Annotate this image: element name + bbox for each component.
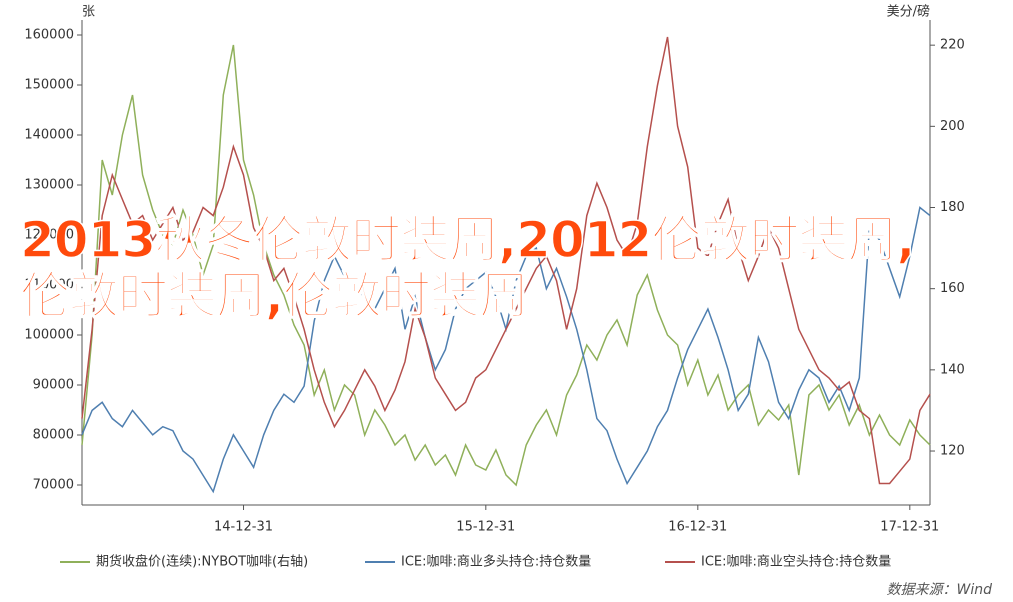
- y2-tick-label: 120: [940, 444, 965, 459]
- y2-tick-label: 220: [940, 38, 965, 53]
- y-tick-label: 130000: [24, 178, 74, 193]
- y2-tick-label: 160: [940, 281, 965, 296]
- y2-tick-label: 200: [940, 119, 965, 134]
- y-tick-label: 70000: [33, 478, 74, 493]
- y-tick-label: 80000: [33, 428, 74, 443]
- y-tick-label: 160000: [24, 28, 74, 43]
- x-tick-label: 17-12-31: [880, 520, 939, 535]
- series-line: [81, 36, 931, 485]
- y2-tick-label: 180: [940, 200, 965, 215]
- x-tick-label: 14-12-31: [214, 520, 273, 535]
- legend-label: 期货收盘价(连续):NYBOT咖啡(右轴): [96, 554, 308, 570]
- y-tick-label: 100000: [24, 328, 74, 343]
- y-tick-label: 120000: [24, 228, 74, 243]
- y2-axis-label: 美分/磅: [887, 4, 930, 20]
- legend-label: ICE:咖啡:商业多头持仓:持仓数量: [401, 554, 591, 570]
- x-tick-label: 16-12-31: [668, 520, 727, 535]
- series-line: [81, 44, 931, 487]
- x-tick-label: 15-12-31: [456, 520, 515, 535]
- y-axis-label: 张: [82, 5, 95, 20]
- overlay-text: 2013秋冬伦敦时装周,2012伦敦时装周,伦敦时装周,伦敦时装周: [19, 211, 916, 325]
- y-tick-label: 110000: [24, 278, 74, 293]
- legend-label: ICE:咖啡:商业空头持仓:持仓数量: [701, 555, 891, 570]
- y-tick-label: 90000: [33, 378, 74, 393]
- y-tick-label: 150000: [24, 78, 74, 93]
- source: 数据来源：Wind: [887, 582, 993, 598]
- y-tick-label: 140000: [24, 128, 74, 143]
- y2-tick-label: 140: [940, 362, 965, 377]
